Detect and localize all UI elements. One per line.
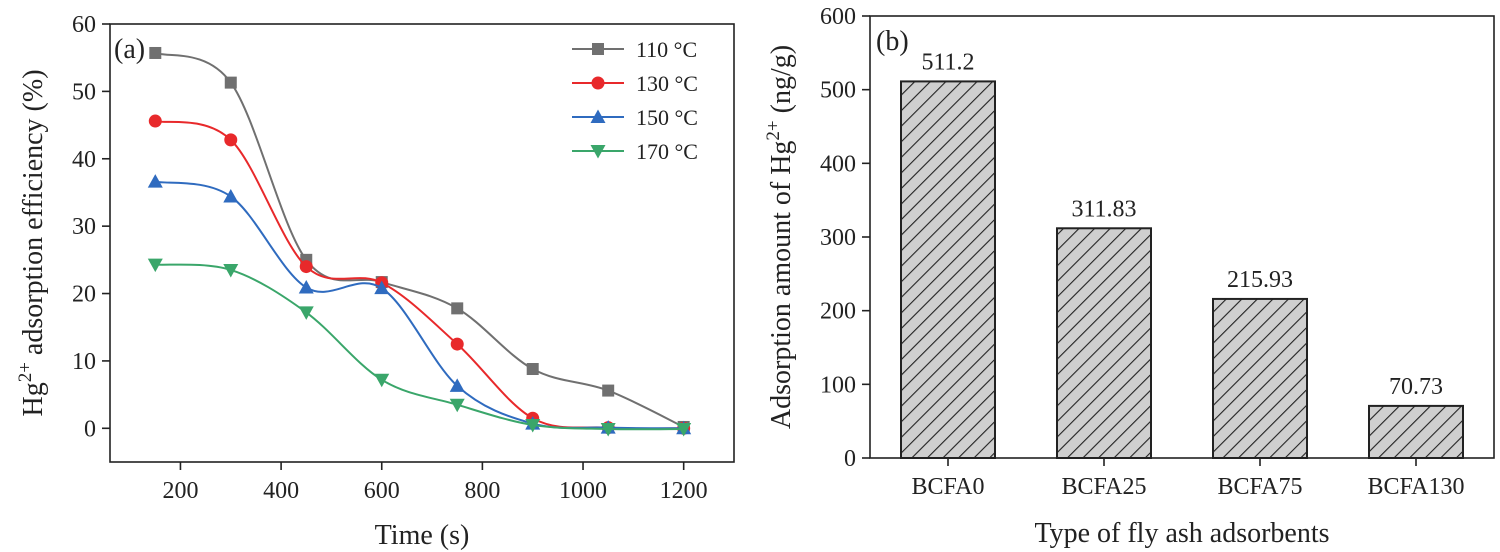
data-point <box>224 76 237 89</box>
y-tick-label: 300 <box>820 225 856 251</box>
y-tick-label: 100 <box>820 372 856 398</box>
panel-b: 0 100 200 300 400 500 600 BCFA0 BCFA25 BCFA75 BCFA… <box>763 4 1495 549</box>
data-point <box>147 258 163 273</box>
bar <box>900 80 996 460</box>
y-tick-label: 400 <box>820 151 856 177</box>
data-point <box>223 189 239 203</box>
data-point <box>449 378 465 392</box>
x-tick-label: 800 <box>464 478 500 504</box>
panel-a-legend: 110 °C 130 °C 150 °C 170 °C <box>572 37 698 164</box>
x-tick-label: 200 <box>162 478 198 504</box>
panel-b-y-axis-title-suffix: (ng/g) <box>766 45 797 120</box>
y-tick-label: 600 <box>820 4 856 30</box>
data-point <box>147 174 163 188</box>
data-point <box>600 422 616 437</box>
panel-a-y-axis-title: Hg2+ adsorption efficiency (%) <box>15 69 49 416</box>
data-point <box>148 114 162 128</box>
legend-marker <box>591 76 605 90</box>
panel-b-label: (b) <box>876 26 909 57</box>
data-point <box>449 398 465 413</box>
y-tick-label: 50 <box>72 79 96 105</box>
category-label: BCFA0 <box>912 474 985 500</box>
data-point <box>374 280 390 295</box>
data-point <box>676 422 692 437</box>
legend-label: 110 °C <box>636 37 697 62</box>
panel-b-y-axis-title: Adsorption amount of Hg2+ (ng/g) <box>763 45 797 429</box>
data-point <box>149 46 162 59</box>
data-point <box>224 133 238 147</box>
panel-a-y-axis-title-prefix: Hg <box>18 382 49 416</box>
panel-a: 200 400 600 800 1000 1200 0 10 20 30 40 50 60 110 °C… <box>15 12 735 551</box>
y-tick-label: 60 <box>72 12 96 38</box>
data-point <box>298 279 314 294</box>
panel-a-series <box>147 46 692 437</box>
panel-b-x-axis-title: Type of fly ash adsorbents <box>1034 518 1329 549</box>
legend-marker <box>592 43 604 55</box>
bar-value-label: 70.73 <box>1389 374 1443 400</box>
y-tick-label: 20 <box>72 282 96 308</box>
legend-marker <box>590 109 606 123</box>
category-label: BCFA130 <box>1368 474 1465 500</box>
y-tick-label: 30 <box>72 214 96 240</box>
bar <box>1212 297 1308 460</box>
y-tick-label: 0 <box>84 416 96 442</box>
data-point <box>525 418 541 433</box>
panel-a-label: (a) <box>114 34 145 65</box>
data-point <box>602 384 615 397</box>
panel-b-y-axis-title-prefix: Adsorption amount of Hg <box>766 141 797 430</box>
data-point <box>298 306 314 320</box>
y-tick-label: 500 <box>820 78 856 104</box>
panel-a-ticks: 200 400 600 800 1000 1200 0 10 20 30 40 50 60 <box>72 12 708 504</box>
series-line <box>154 52 685 428</box>
y-tick-label: 40 <box>72 147 96 173</box>
panel-a-x-axis-title: Time (s) <box>375 520 470 551</box>
category-label: BCFA75 <box>1218 474 1303 500</box>
x-tick-label: 1200 <box>660 478 708 504</box>
x-tick-label: 400 <box>263 478 299 504</box>
panel-b-bars: 511.2 311.83 215.93 70.73 <box>900 49 1464 460</box>
bar-value-label: 311.83 <box>1071 196 1136 222</box>
panel-b-ticks: 0 100 200 300 400 500 600 BCFA0 BCFA25 BCFA75 BCFA… <box>820 4 1464 500</box>
bar-value-label: 215.93 <box>1227 267 1293 293</box>
legend-label: 150 °C <box>636 105 698 130</box>
y-tick-label: 10 <box>72 349 96 375</box>
data-point <box>374 373 390 388</box>
category-label: BCFA25 <box>1062 474 1147 500</box>
panel-b-y-axis-title-superscript: 2+ <box>763 120 784 140</box>
legend-label: 130 °C <box>636 71 698 96</box>
panel-a-y-axis-title-suffix: adsorption efficiency (%) <box>18 69 49 362</box>
data-point <box>451 302 464 315</box>
y-tick-label: 0 <box>844 446 856 472</box>
data-point <box>450 337 464 351</box>
panel-a-frame <box>109 23 735 463</box>
data-point <box>299 260 313 274</box>
data-point <box>223 263 239 278</box>
x-tick-label: 600 <box>364 478 400 504</box>
bar <box>1368 404 1464 460</box>
x-tick-label: 1000 <box>559 478 607 504</box>
y-tick-label: 200 <box>820 299 856 325</box>
bar <box>1056 227 1152 459</box>
panel-a-y-axis-title-superscript: 2+ <box>15 362 36 382</box>
legend-label: 170 °C <box>636 139 698 164</box>
series-line <box>155 263 684 431</box>
data-point <box>526 363 539 376</box>
bar-value-label: 511.2 <box>921 49 974 75</box>
legend-marker <box>590 145 606 159</box>
series-line <box>155 120 684 430</box>
